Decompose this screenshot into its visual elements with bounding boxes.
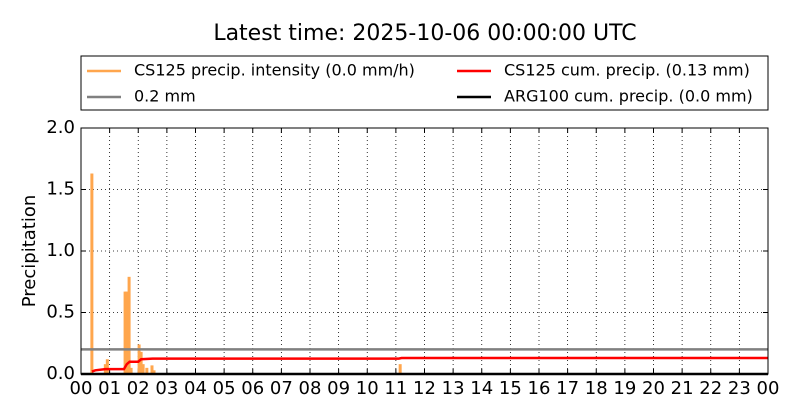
y-tick-label: 2.0 — [46, 117, 75, 138]
x-tick-label: 01 — [98, 378, 121, 399]
chart-title: Latest time: 2025-10-06 00:00:00 UTC — [213, 21, 636, 46]
x-tick-label: 21 — [671, 378, 694, 399]
x-tick-label: 03 — [155, 378, 178, 399]
x-tick-label: 13 — [442, 378, 465, 399]
legend-box — [80, 55, 769, 111]
x-tick-label: 23 — [728, 378, 751, 399]
legend-label: CS125 cum. precip. (0.13 mm) — [504, 61, 750, 80]
y-tick-label: 1.0 — [46, 240, 75, 261]
bar — [398, 364, 402, 374]
x-tick-label: 14 — [470, 378, 493, 399]
bar — [137, 344, 141, 374]
x-tick-label: 10 — [356, 378, 379, 399]
line — [91, 356, 768, 373]
bar — [129, 367, 133, 374]
x-tick-label: 20 — [642, 378, 665, 399]
plot-frame — [80, 127, 769, 375]
x-tick-label: 04 — [184, 378, 207, 399]
x-tick-label: 17 — [556, 378, 579, 399]
x-tick-label: 02 — [127, 378, 150, 399]
x-tick-label: 12 — [413, 378, 436, 399]
x-tick-label: 07 — [270, 378, 293, 399]
x-tick-label: 11 — [384, 378, 407, 399]
x-tick-label: 15 — [499, 378, 522, 399]
x-tick-label: 09 — [327, 378, 350, 399]
x-tick-label: 00 — [70, 378, 93, 399]
x-tick-label: 18 — [585, 378, 608, 399]
y-tick-label: 0.0 — [46, 363, 75, 384]
bar — [105, 359, 109, 374]
bar — [127, 276, 131, 374]
legend-label: CS125 precip. intensity (0.0 mm/h) — [134, 61, 415, 80]
bar — [90, 173, 94, 374]
bar — [150, 365, 154, 374]
bar — [139, 351, 143, 374]
legend-label: ARG100 cum. precip. (0.0 mm) — [504, 87, 753, 106]
y-tick-label: 1.5 — [46, 179, 75, 200]
bar — [123, 291, 127, 374]
y-axis-label: Precipitation — [19, 195, 40, 308]
y-tick-label: 0.5 — [46, 302, 75, 323]
bar — [152, 370, 156, 374]
x-tick-label: 08 — [299, 378, 322, 399]
bar — [145, 367, 149, 374]
bar — [125, 291, 129, 374]
legend-label: 0.2 mm — [134, 87, 196, 106]
bar — [141, 364, 145, 374]
x-tick-label: 05 — [213, 378, 236, 399]
x-tick-label: 00 — [757, 378, 780, 399]
x-tick-label: 22 — [699, 378, 722, 399]
x-tick-label: 19 — [613, 378, 636, 399]
x-tick-label: 16 — [528, 378, 551, 399]
x-tick-label: 06 — [241, 378, 264, 399]
